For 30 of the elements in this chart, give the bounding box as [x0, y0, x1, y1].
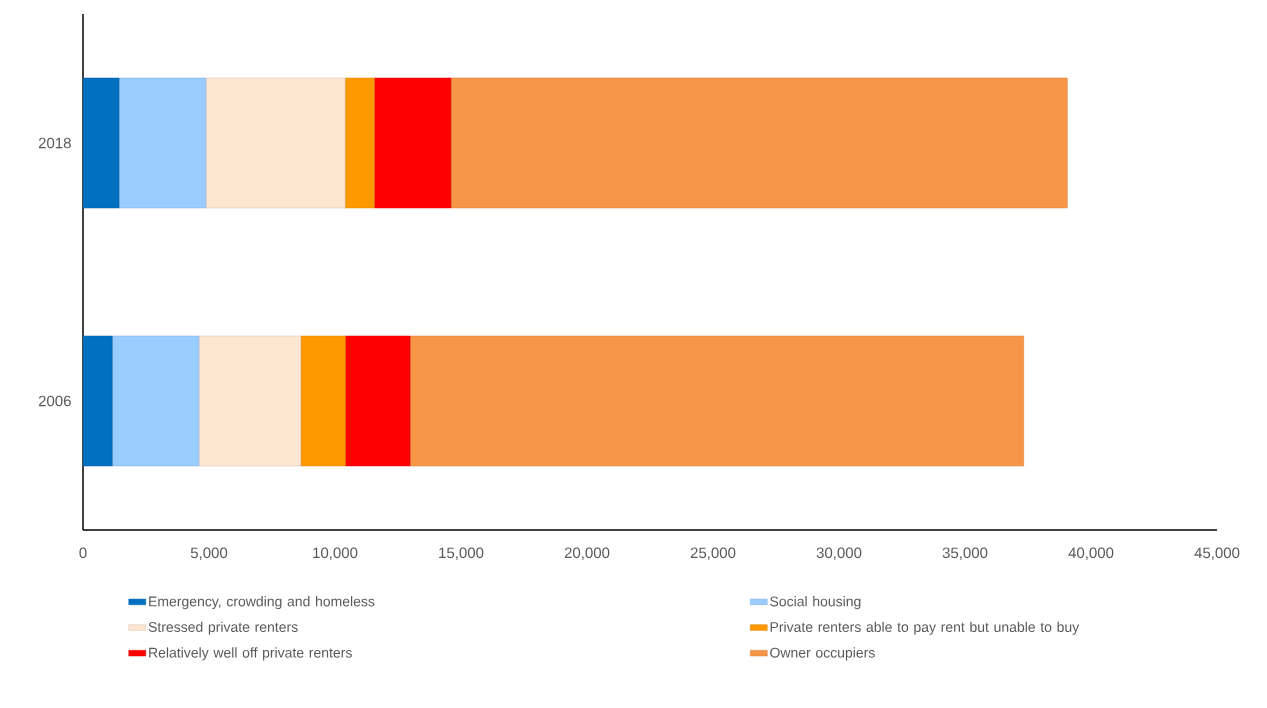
x-tick-label: 0 — [79, 547, 87, 559]
legend-label: Private renters able to pay rent but unable to buy — [770, 621, 1080, 635]
bar — [198, 335, 301, 467]
bar — [118, 77, 207, 209]
bar — [344, 77, 375, 209]
legend-label: Stressed private renters — [148, 621, 298, 635]
bar — [83, 77, 120, 209]
x-tick-label: 20,000 — [564, 547, 610, 560]
bar — [374, 77, 452, 209]
x-tick-label: 35,000 — [942, 547, 988, 560]
x-tick-label: 45,000 — [1194, 547, 1240, 560]
legend-label: Emergency, crowding and homeless — [149, 596, 375, 610]
bar — [111, 335, 200, 467]
x-tick-label: 40,000 — [1068, 547, 1114, 560]
legend-label: Relatively well off private renters — [149, 647, 352, 661]
x-tick-label: 5,000 — [190, 547, 228, 560]
y-tick-label: 2018 — [38, 137, 71, 149]
bar — [345, 335, 411, 467]
y-tick-label: 2006 — [38, 395, 71, 407]
x-tick-label: 15,000 — [439, 547, 484, 560]
bar — [83, 335, 113, 467]
legend-label: Owner occupiers — [770, 647, 875, 661]
x-tick-label: 30,000 — [816, 547, 862, 560]
x-tick-label: 10,000 — [313, 547, 358, 560]
legend-label: Social housing — [770, 596, 861, 610]
bar — [409, 335, 1024, 467]
bar — [300, 335, 346, 467]
bar — [205, 77, 346, 209]
x-tick-label: 25,000 — [690, 547, 736, 560]
bar — [450, 77, 1068, 209]
